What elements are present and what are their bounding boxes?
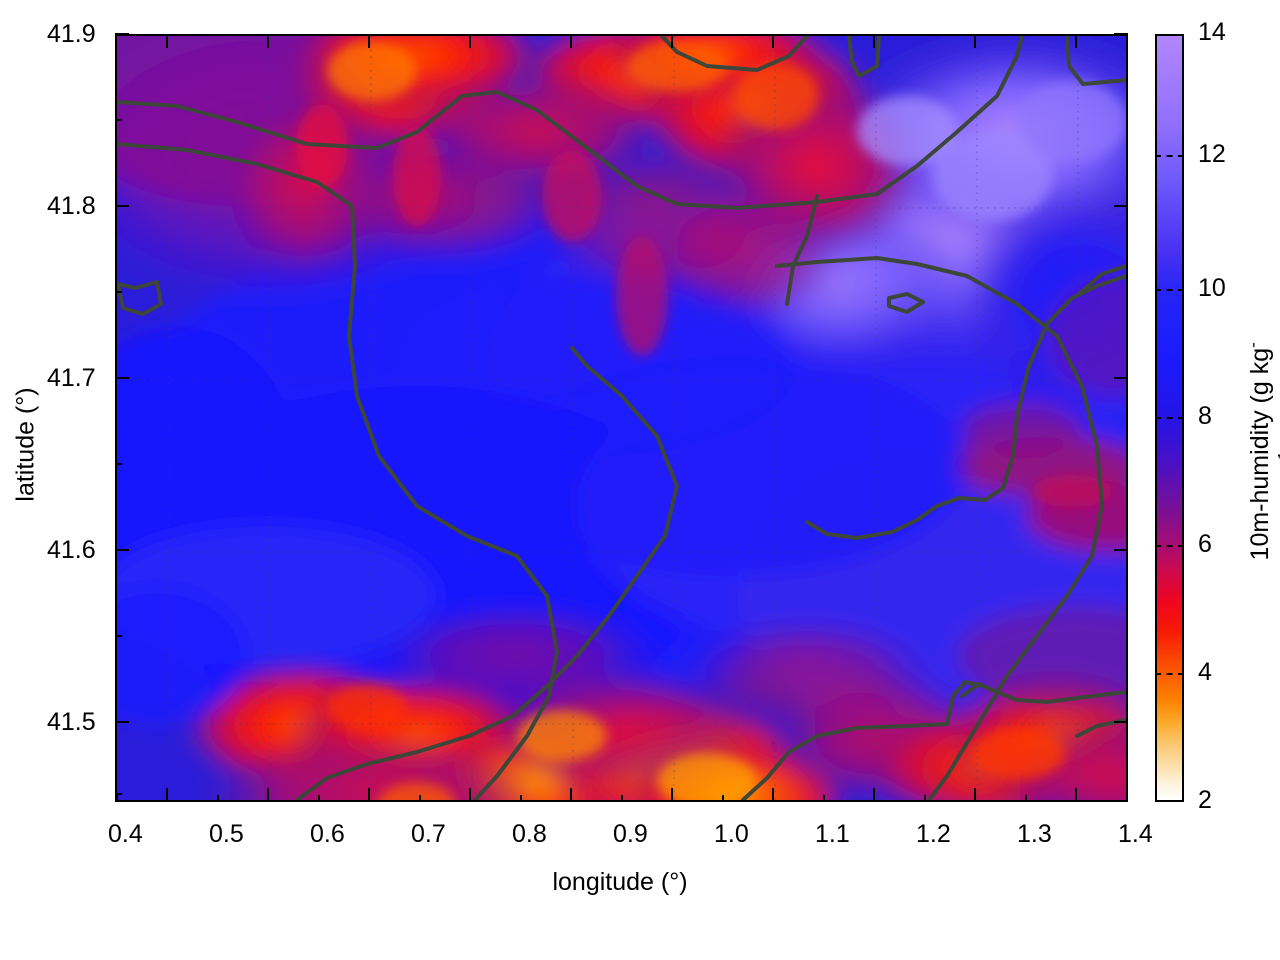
plot-area: [115, 34, 1128, 802]
x-tick-label-9: 1.3: [1017, 820, 1052, 848]
colorbar-title: 10m-humidity (g kg-1): [1244, 336, 1280, 566]
x-tick-label-3: 0.7: [411, 820, 446, 848]
y-tick-label-4: 41.5: [47, 708, 96, 736]
colorbar-label-2: 2: [1198, 786, 1212, 814]
y-tick-label-1: 41.8: [47, 192, 96, 220]
colorbar-tick-6: [1155, 545, 1184, 547]
x-tick-label-5: 0.9: [613, 820, 648, 848]
terrain-contours: [117, 36, 1126, 800]
humidity-heatmap: [117, 36, 1126, 800]
y-tick-label-3: 41.6: [47, 536, 96, 564]
colorbar-title-main: 10m-humidity (g kg: [1246, 347, 1274, 561]
x-tick-label-0: 0.4: [108, 820, 143, 848]
x-tick-label-1: 0.5: [209, 820, 244, 848]
colorbar-label-4: 4: [1198, 658, 1212, 686]
gridlines: [117, 36, 1126, 800]
colorbar-label-14: 14: [1198, 18, 1226, 46]
x-tick-label-2: 0.6: [310, 820, 345, 848]
colorbar-tick-8: [1155, 417, 1184, 419]
x-tick-label-10: 1.4: [1118, 820, 1153, 848]
colorbar-label-6: 6: [1198, 530, 1212, 558]
y-tick-label-2: 41.7: [47, 364, 96, 392]
colorbar-label-10: 10: [1198, 274, 1226, 302]
x-tick-label-7: 1.1: [815, 820, 850, 848]
colorbar-tick-10: [1155, 289, 1184, 291]
x-tick-label-8: 1.2: [916, 820, 951, 848]
x-axis-title: longitude (°): [552, 868, 688, 896]
x-tick-label-6: 1.0: [714, 820, 749, 848]
x-tick-label-4: 0.8: [512, 820, 547, 848]
field-detail: [296, 40, 1126, 800]
y-axis-title: latitude (°): [11, 387, 40, 502]
y-tick-label-0: 41.9: [47, 20, 96, 48]
colorbar-tick-4: [1155, 673, 1184, 675]
colorbar-label-12: 12: [1198, 140, 1226, 168]
colorbar-label-8: 8: [1198, 402, 1212, 430]
colorbar-tick-12: [1155, 155, 1184, 157]
